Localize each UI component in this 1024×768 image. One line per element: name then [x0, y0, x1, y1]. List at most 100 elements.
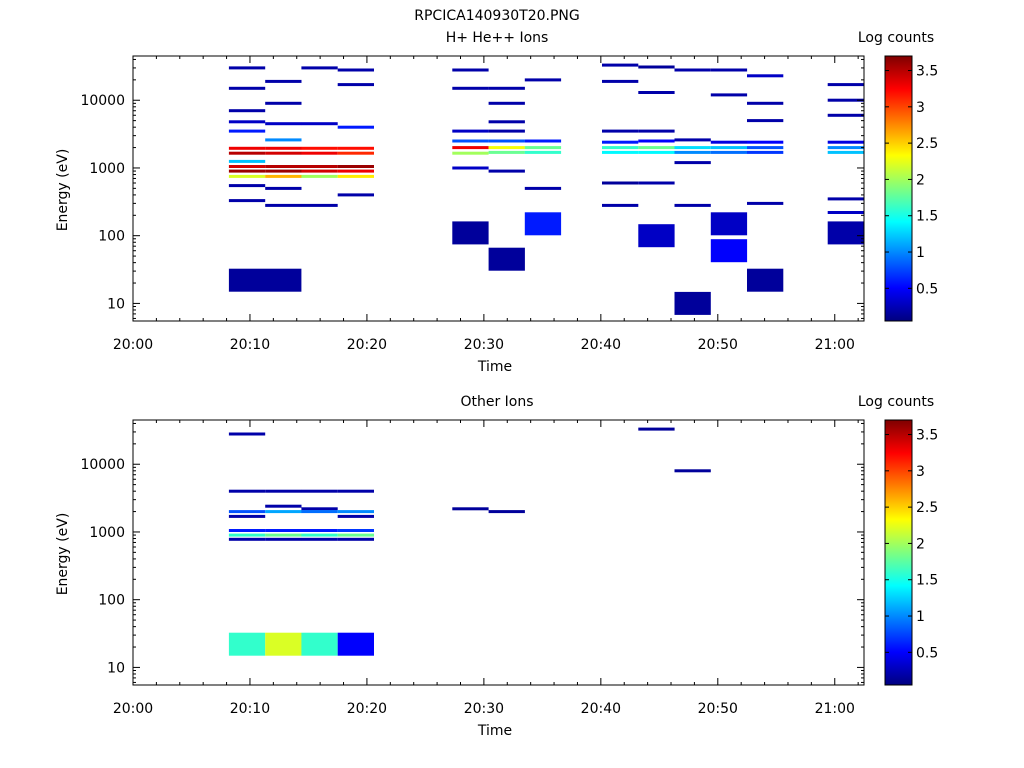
heatmap-cell	[674, 469, 711, 473]
heatmap-cell	[337, 125, 374, 129]
colorbar-tick-label: 2.5	[916, 136, 938, 152]
y-tick-label: 10000	[80, 457, 125, 473]
heatmap-cell	[265, 169, 302, 173]
heatmap-cell	[638, 139, 675, 143]
heatmap-cell	[228, 514, 266, 518]
heatmap-cell	[228, 120, 266, 124]
figure-title: RPCICA140930T20.PNG	[414, 8, 579, 24]
heatmap-cell	[524, 150, 562, 154]
y-axis-label: Energy (eV)	[55, 149, 71, 232]
heatmap-cell	[827, 113, 864, 117]
heatmap-cell	[301, 151, 338, 155]
colorbar-label: Log counts	[858, 394, 934, 410]
heatmap-cell	[710, 150, 748, 154]
heatmap-cell	[301, 510, 338, 514]
x-tick-label: 20:50	[698, 337, 738, 353]
x-tick-label: 20:00	[113, 701, 153, 717]
heatmap-cell	[747, 74, 784, 78]
heatmap-cell	[638, 146, 675, 150]
heatmap-cell	[301, 169, 338, 173]
x-tick-label: 21:00	[815, 701, 855, 717]
x-axis-label: Time	[477, 359, 512, 375]
heatmap-cell	[228, 165, 266, 168]
heatmap-cell	[265, 489, 302, 493]
heatmap-cell	[337, 489, 374, 493]
heatmap-cell	[301, 507, 338, 511]
colorbar-tick-label: 3	[916, 464, 925, 480]
heatmap-cell	[301, 174, 338, 178]
heatmap-cell	[228, 169, 266, 173]
heatmap-cell	[638, 181, 675, 185]
heatmap-cell	[827, 197, 864, 201]
heatmap-cell	[524, 212, 562, 236]
heatmap-cell	[710, 239, 748, 263]
heatmap-cell	[265, 174, 302, 178]
heatmap-cell	[602, 63, 639, 67]
heatmap-cell	[710, 140, 748, 144]
heatmap-cell	[602, 129, 639, 133]
heatmap-cell	[452, 139, 489, 143]
panel-other-ions: Other Ions Log counts Time Energy (eV) 2…	[55, 394, 938, 739]
heatmap-cell	[674, 146, 711, 150]
heatmap-cell	[602, 181, 639, 185]
heatmap-cell	[265, 203, 302, 207]
heatmap-cell	[638, 427, 675, 431]
heatmap-cell	[228, 86, 266, 90]
heatmap-cell	[228, 537, 266, 541]
heatmap-cell	[488, 120, 525, 124]
heatmap-cell	[674, 291, 711, 315]
colorbar-tick-label: 1.5	[916, 573, 938, 589]
heatmap-cell	[265, 504, 302, 508]
heatmap-cell	[674, 161, 711, 165]
heatmap-cell	[301, 165, 338, 168]
heatmap-cell	[827, 140, 864, 144]
heatmap-cell	[452, 151, 489, 155]
heatmap-cell	[337, 632, 374, 656]
heatmap-cell	[524, 139, 562, 143]
heatmap-cell	[488, 169, 525, 173]
heatmap-cell	[827, 150, 864, 154]
heatmap-cell	[524, 186, 562, 190]
heatmap-cell	[337, 83, 374, 87]
heatmap-cell	[602, 150, 639, 154]
y-tick-label: 10	[107, 296, 125, 312]
heatmap-cell	[265, 151, 302, 155]
heatmap-cell	[337, 68, 374, 72]
heatmap-cell	[452, 129, 489, 133]
colorbar-tick-label: 2	[916, 536, 925, 552]
heatmap-cell	[710, 93, 748, 97]
heatmap-cell	[452, 86, 489, 90]
heatmap-cell	[488, 146, 525, 150]
heatmap-cell	[747, 201, 784, 205]
heatmap-cell	[228, 109, 266, 113]
heatmap-cell	[265, 79, 302, 83]
colorbar-tick-label: 1	[916, 609, 925, 625]
colorbar-tick-label: 3.5	[916, 428, 938, 444]
heatmap-cell	[228, 489, 266, 493]
heatmap-cell	[337, 151, 374, 155]
colorbar-tick-label: 1	[916, 245, 925, 261]
x-tick-label: 21:00	[815, 337, 855, 353]
y-tick-label: 10000	[80, 93, 125, 109]
x-tick-label: 20:10	[230, 337, 270, 353]
x-tick-label: 20:50	[698, 701, 738, 717]
x-tick-label: 20:20	[347, 337, 387, 353]
heatmap-cell	[228, 129, 266, 133]
heatmap-cell	[337, 529, 374, 532]
y-tick-label: 1000	[89, 525, 125, 541]
heatmap-cell	[265, 533, 302, 537]
heatmap-cell	[265, 101, 302, 105]
x-tick-label: 20:00	[113, 337, 153, 353]
x-tick-label: 20:40	[581, 337, 621, 353]
heatmap-cell	[228, 432, 266, 436]
colorbar-tick-label: 1.5	[916, 209, 938, 225]
heatmap-cell	[638, 150, 675, 154]
heatmap-cell	[710, 212, 748, 236]
heatmap-cell	[710, 68, 748, 72]
y-axis-label: Energy (eV)	[55, 513, 71, 596]
heatmap-cell	[602, 79, 639, 83]
heatmap-cell	[710, 146, 748, 150]
heatmap-cell	[488, 150, 525, 154]
heatmap-cell	[337, 174, 374, 178]
